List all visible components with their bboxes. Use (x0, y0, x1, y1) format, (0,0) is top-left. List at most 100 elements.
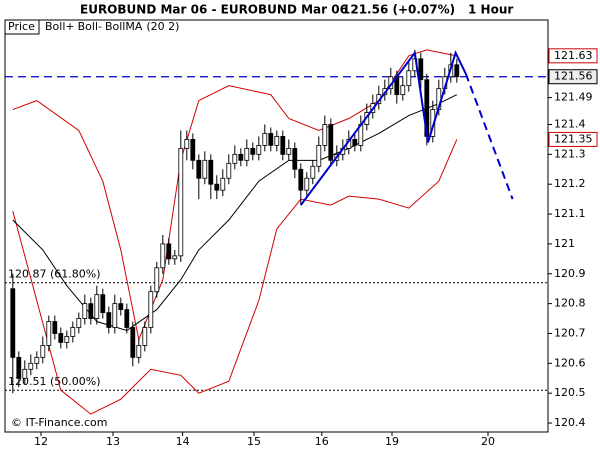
candle-body (226, 162, 232, 179)
candle-body (70, 327, 76, 337)
legend-price: Price (8, 20, 35, 33)
candle-body (112, 303, 118, 328)
legend-entry: BollMA (105, 20, 143, 33)
candle-body (328, 124, 334, 161)
price-marker-label: 121.56 (554, 70, 593, 83)
candle-body (34, 356, 40, 364)
x-tick-label: 20 (481, 435, 495, 448)
y-tick-label: 121.49 (554, 91, 593, 104)
candle-body (22, 368, 28, 379)
candle-body (142, 327, 148, 346)
candle-body (46, 321, 52, 346)
candle-body (148, 291, 154, 328)
interval: 1 Hour (468, 3, 513, 17)
candle-body (136, 345, 142, 358)
y-tick-label: 121.2 (554, 177, 586, 190)
candle-body (214, 183, 220, 191)
candle-body (202, 159, 208, 179)
candle-body (190, 139, 196, 161)
candle-body (10, 288, 16, 358)
y-tick-label: 120.9 (554, 267, 586, 280)
trend-line (299, 50, 467, 206)
candle-body (268, 133, 274, 146)
x-tick-label: 15 (247, 435, 261, 448)
candle-body (316, 144, 322, 167)
level-label: 120.87 (61.80%) (8, 268, 101, 281)
candle-body (82, 303, 88, 319)
y-tick-label: 120.6 (554, 356, 586, 369)
candle-body (88, 303, 94, 319)
x-tick-label: 13 (106, 435, 120, 448)
candle-body (286, 147, 292, 155)
candle-body (454, 64, 460, 78)
candle-body (400, 85, 406, 96)
candle-body (298, 168, 304, 191)
y-tick-label: 121.4 (554, 117, 586, 130)
y-tick-label: 121.3 (554, 147, 586, 160)
candle-body (280, 136, 286, 155)
price-info: 121.56 (+0.07%) (342, 3, 455, 17)
candle-body (124, 309, 130, 328)
price-marker-label: 121.35 (554, 132, 593, 145)
candle-body (40, 345, 46, 358)
candle-body (76, 318, 82, 328)
y-tick-label: 121.1 (554, 207, 586, 220)
candle-body (304, 177, 310, 191)
candle-body (166, 243, 172, 260)
candle-body (322, 124, 328, 146)
candle-body (172, 255, 178, 260)
level-label: 120.51 (50.00%) (8, 375, 101, 388)
candle-body (154, 267, 160, 293)
candle-body (178, 147, 184, 257)
candle-body (220, 177, 226, 191)
price-marker (548, 69, 598, 85)
legend-box (4, 19, 40, 35)
x-tick-label: 16 (315, 435, 329, 448)
candle-body (352, 139, 358, 146)
candle-body (256, 144, 262, 155)
legend-params: (20 2) (146, 20, 179, 33)
y-tick-label: 120.5 (554, 386, 586, 399)
trend-line (464, 73, 514, 200)
candle-body (274, 136, 280, 146)
candle-body (292, 147, 298, 170)
legend-entry: Boll+ (45, 20, 75, 33)
candle-body (94, 294, 100, 319)
candle-body (64, 336, 70, 343)
candle-body (100, 294, 106, 313)
candle-body (196, 159, 202, 179)
y-tick-label: 120.7 (554, 326, 586, 339)
candle-body (232, 153, 238, 164)
candle-body (58, 333, 64, 343)
candle-body (106, 312, 112, 328)
candle-body (130, 327, 136, 358)
candle-body (250, 147, 256, 155)
x-tick-label: 19 (385, 435, 399, 448)
candle-body (262, 133, 268, 146)
plot-frame (4, 19, 549, 433)
copyright: © IT-Finance.com (11, 416, 108, 429)
candle-body (238, 153, 244, 161)
candle-body (406, 70, 412, 87)
candle-body (310, 165, 316, 179)
x-tick-label: 12 (34, 435, 48, 448)
candle-body (244, 147, 250, 161)
candle-body (16, 356, 22, 379)
price-marker-label: 121.63 (554, 49, 593, 62)
x-tick-label: 14 (176, 435, 190, 448)
candle-body (52, 321, 58, 334)
legend-entry: Boll- (78, 20, 102, 33)
candle-body (160, 243, 166, 269)
price-marker (548, 48, 598, 64)
y-tick-label: 120.8 (554, 297, 586, 310)
candle-body (184, 139, 190, 149)
band-line (12, 139, 458, 415)
candle-body (418, 58, 424, 81)
price-marker (548, 131, 598, 147)
candle-body (118, 303, 124, 310)
candle-body (208, 159, 214, 185)
y-tick-label: 120.4 (554, 416, 586, 429)
y-tick-label: 121 (554, 237, 575, 250)
